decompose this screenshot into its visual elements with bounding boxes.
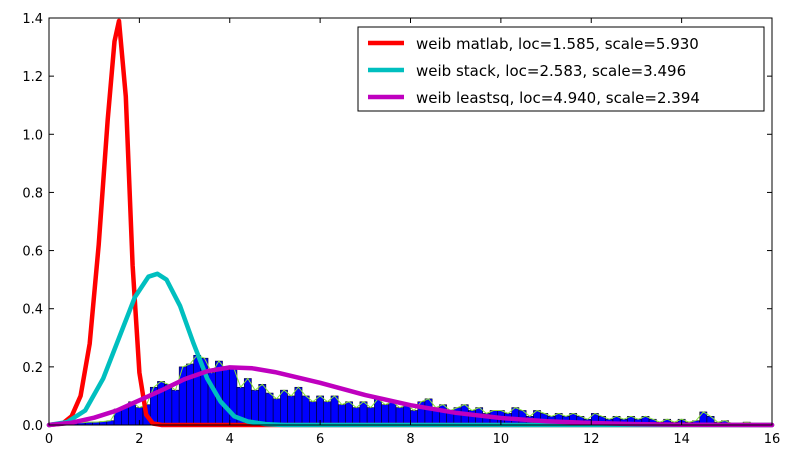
x-tick-label-7: 14 [673,432,690,447]
histogram-bar-27 [251,389,259,426]
y-tick-label-1: 0.2 [22,361,43,376]
histogram-bar-40 [345,401,353,426]
histogram-bar-42 [359,401,368,426]
x-tick-label-8: 16 [764,432,781,447]
legend-box [357,26,765,112]
y-tick-label-2: 0.4 [22,303,43,318]
histogram-bar-34 [301,395,310,426]
legend: weib matlab, loc=1.585, scale=5.930 weib … [357,26,765,112]
y-tick-label-6: 1.2 [22,70,43,85]
histogram-bar-39 [337,404,346,426]
histogram-bar-38 [330,395,339,426]
histogram-bar-48 [403,404,411,426]
histogram-bar-43 [366,407,375,426]
y-axis: 0.0 0.2 0.4 0.6 0.8 1.0 1.2 1.4 [22,12,772,434]
histogram-bar-16 [171,389,180,426]
legend-label-2: weib stack, loc=2.583, scale=3.496 [416,62,686,80]
histogram-bar-32 [287,395,296,426]
histogram-bar-53 [439,404,447,426]
histogram-bar-47 [395,407,404,426]
y-tick-label-0: 0.0 [22,419,43,434]
x-tick-label-4: 8 [406,432,414,447]
y-tick-label-7: 1.4 [22,12,43,27]
x-tick-label-6: 12 [583,432,600,447]
legend-label-3: weib leastsq, loc=4.940, scale=2.394 [416,89,700,107]
y-tick-label-5: 1.0 [22,128,43,143]
legend-label-1: weib matlab, loc=1.585, scale=5.930 [416,35,699,53]
histogram-bar-55 [453,407,462,426]
histogram-bar-26 [243,378,252,426]
histogram-bar-19 [193,354,202,426]
x-tick-label-1: 2 [135,432,143,447]
x-tick-label-0: 0 [45,432,53,447]
x-tick-label-5: 10 [493,432,510,447]
histogram-bar-29 [265,392,274,426]
histogram-bar-35 [309,401,317,426]
x-tick-label-3: 6 [316,432,324,447]
histogram-bar-23 [222,369,231,426]
x-axis: 0 2 4 6 8 10 12 14 16 [45,18,780,447]
histogram-bar-51 [424,398,433,426]
y-tick-label-4: 0.8 [22,186,43,201]
x-tick-label-2: 4 [226,432,234,447]
histogram-bar-30 [272,398,281,426]
histogram-bar-33 [294,386,303,426]
curve-3 [46,365,775,428]
histogram-bar-46 [388,401,397,426]
histogram-bar-44 [374,398,382,426]
curve-2 [46,271,775,428]
histogram-bar-28 [258,384,267,426]
y-tick-label-3: 0.6 [22,245,43,260]
histogram-bar-18 [186,363,194,426]
histogram-bar-41 [352,407,361,426]
histogram-bar-45 [381,404,390,426]
histogram-bar-37 [323,401,332,426]
histogram-bar-31 [280,389,288,426]
